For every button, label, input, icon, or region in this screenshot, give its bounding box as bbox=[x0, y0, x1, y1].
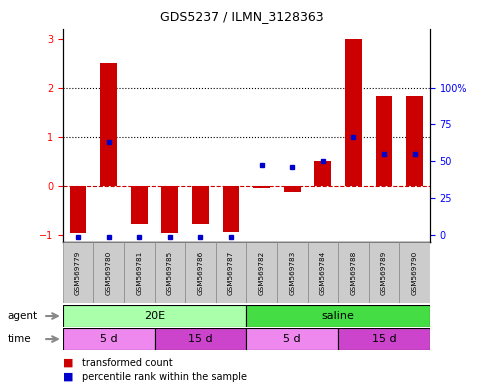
Text: GSM569789: GSM569789 bbox=[381, 250, 387, 295]
Text: GSM569785: GSM569785 bbox=[167, 250, 173, 295]
Bar bbox=[246, 242, 277, 303]
Text: GSM569788: GSM569788 bbox=[350, 250, 356, 295]
Text: GSM569781: GSM569781 bbox=[136, 250, 142, 295]
Text: GSM569780: GSM569780 bbox=[106, 250, 112, 295]
Text: ■: ■ bbox=[63, 358, 73, 368]
Bar bbox=[63, 328, 155, 350]
Text: ■: ■ bbox=[63, 372, 73, 382]
Bar bbox=[308, 242, 338, 303]
Bar bbox=[192, 185, 209, 224]
Bar bbox=[161, 185, 178, 233]
Text: saline: saline bbox=[322, 311, 355, 321]
Text: GSM569786: GSM569786 bbox=[198, 250, 203, 295]
Bar bbox=[345, 39, 362, 185]
Bar bbox=[399, 242, 430, 303]
Bar bbox=[284, 185, 300, 192]
Bar bbox=[70, 185, 86, 233]
Bar bbox=[93, 242, 124, 303]
Text: GSM569787: GSM569787 bbox=[228, 250, 234, 295]
Bar bbox=[223, 185, 240, 232]
Bar bbox=[314, 161, 331, 185]
Text: GSM569784: GSM569784 bbox=[320, 250, 326, 295]
Text: GSM569779: GSM569779 bbox=[75, 250, 81, 295]
Text: percentile rank within the sample: percentile rank within the sample bbox=[82, 372, 247, 382]
Bar bbox=[185, 242, 216, 303]
Text: transformed count: transformed count bbox=[82, 358, 173, 368]
Bar bbox=[406, 96, 423, 185]
Text: 20E: 20E bbox=[144, 311, 165, 321]
Text: 15 d: 15 d bbox=[372, 334, 396, 344]
Text: GSM569782: GSM569782 bbox=[258, 250, 265, 295]
Bar bbox=[63, 242, 93, 303]
Text: 5 d: 5 d bbox=[100, 334, 117, 344]
Bar bbox=[376, 96, 392, 185]
Bar bbox=[63, 305, 246, 327]
Bar bbox=[216, 242, 246, 303]
Bar bbox=[369, 242, 399, 303]
Bar bbox=[277, 242, 308, 303]
Bar bbox=[124, 242, 155, 303]
Text: GDS5237 / ILMN_3128363: GDS5237 / ILMN_3128363 bbox=[160, 10, 323, 23]
Bar bbox=[100, 63, 117, 185]
Text: GSM569783: GSM569783 bbox=[289, 250, 295, 295]
Bar bbox=[131, 185, 148, 224]
Bar bbox=[155, 328, 246, 350]
Bar bbox=[246, 328, 338, 350]
Text: 15 d: 15 d bbox=[188, 334, 213, 344]
Bar bbox=[338, 242, 369, 303]
Bar bbox=[246, 305, 430, 327]
Text: 5 d: 5 d bbox=[284, 334, 301, 344]
Text: time: time bbox=[7, 334, 31, 344]
Bar bbox=[253, 185, 270, 188]
Bar bbox=[338, 328, 430, 350]
Bar bbox=[155, 242, 185, 303]
Text: agent: agent bbox=[7, 311, 37, 321]
Text: GSM569790: GSM569790 bbox=[412, 250, 418, 295]
